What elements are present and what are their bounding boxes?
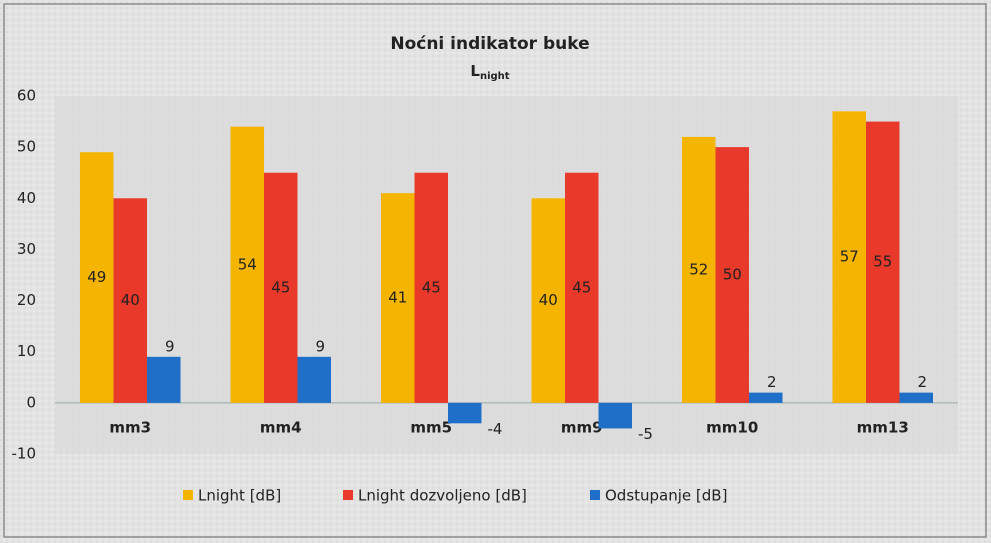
- y-tick-label: 0: [26, 393, 36, 411]
- x-tick-label: mm9: [561, 418, 603, 436]
- data-label: 57: [840, 248, 859, 266]
- bar: [113, 198, 147, 403]
- y-tick-label: 10: [17, 342, 36, 360]
- plot-area: [55, 96, 958, 454]
- legend-swatch: [343, 490, 353, 500]
- bar: [531, 198, 565, 403]
- data-label: 54: [238, 255, 257, 273]
- bar: [832, 111, 866, 403]
- frame: [3, 3, 987, 538]
- bar: [264, 172, 298, 403]
- x-tick-label: mm13: [857, 418, 909, 436]
- bar: [297, 356, 331, 403]
- bar: [598, 402, 632, 429]
- data-label: 55: [873, 253, 892, 271]
- data-label: 2: [767, 373, 777, 391]
- subtitle-sub: night: [480, 71, 510, 82]
- bar: [448, 402, 482, 424]
- x-tick-label: mm5: [410, 418, 452, 436]
- data-label: 52: [689, 260, 708, 278]
- bar: [899, 392, 933, 403]
- legend-label: Lnight dozvoljeno [dB]: [358, 487, 527, 505]
- legend-label: Odstupanje [dB]: [605, 487, 727, 505]
- bar: [565, 172, 599, 403]
- bar: [80, 152, 114, 403]
- bar: [414, 172, 448, 403]
- bar: [866, 121, 900, 403]
- bar: [147, 356, 181, 403]
- bar: [715, 147, 749, 403]
- data-label: 45: [422, 278, 441, 296]
- legend-swatch: [590, 490, 600, 500]
- data-label: 40: [539, 291, 558, 309]
- y-tick-label: -10: [12, 445, 37, 463]
- legend-label: Lnight [dB]: [198, 487, 281, 505]
- data-label: 41: [388, 289, 407, 307]
- y-tick-label: 40: [17, 189, 36, 207]
- data-label: 50: [723, 266, 742, 284]
- y-tick-label: 20: [17, 291, 36, 309]
- legend-swatch: [183, 490, 193, 500]
- bar: [749, 392, 783, 403]
- data-label: -4: [488, 420, 503, 438]
- chart-subtitle: Lnight: [470, 62, 509, 83]
- x-tick-label: mm3: [109, 418, 151, 436]
- data-label: 40: [121, 291, 140, 309]
- chart-title: Noćni indikator buke: [390, 34, 589, 54]
- y-tick-label: 60: [17, 87, 36, 105]
- subtitle-main: L: [470, 62, 480, 80]
- y-tick-label: 50: [17, 138, 36, 156]
- x-tick-label: mm10: [706, 418, 758, 436]
- data-label: 9: [165, 337, 175, 355]
- data-label: 45: [572, 278, 591, 296]
- data-label: -5: [638, 425, 653, 443]
- x-tick-label: mm4: [260, 418, 302, 436]
- data-label: 45: [271, 278, 290, 296]
- bar: [682, 136, 716, 403]
- y-tick-label: 30: [17, 240, 36, 258]
- data-label: 49: [87, 268, 106, 286]
- data-label: 9: [315, 337, 325, 355]
- data-label: 2: [917, 373, 927, 391]
- bar: [381, 193, 415, 403]
- bar: [230, 126, 264, 403]
